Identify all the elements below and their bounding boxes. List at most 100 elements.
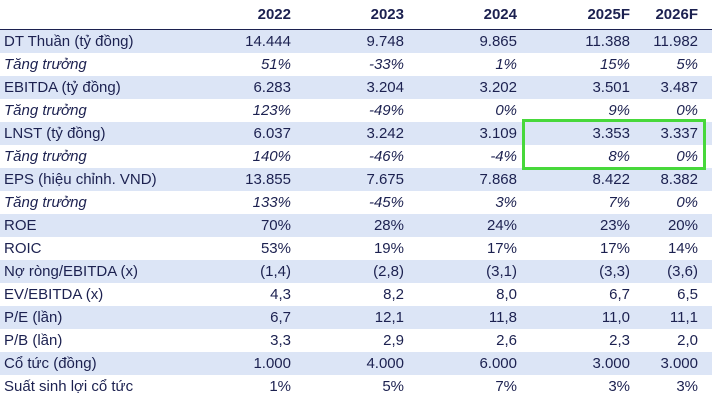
table-row: EPS (hiệu chỉnh. VND) 13.855 7.675 7.868 8.4… xyxy=(0,168,712,191)
cell-value: 19% xyxy=(373,240,404,257)
cell-value: 7.675 xyxy=(366,171,404,188)
row-label: P/E (lần) xyxy=(4,309,63,326)
column-header: 2026F xyxy=(644,0,712,30)
column-header: 2024 xyxy=(418,0,531,30)
cell-value: 2,3 xyxy=(609,332,630,349)
header-corner xyxy=(0,0,210,30)
row-label: Tăng trưởng xyxy=(4,148,87,165)
cell-value: 8% xyxy=(608,148,630,165)
cell-value: 11,1 xyxy=(669,309,698,326)
cell-value: 3.000 xyxy=(660,355,698,372)
cell-value: 6,7 xyxy=(609,286,630,303)
cell-value: 1% xyxy=(269,378,291,395)
cell-value: 7% xyxy=(495,378,517,395)
cell-value: -46% xyxy=(368,148,404,165)
cell-value: 3.000 xyxy=(592,355,630,372)
table-row: Nợ ròng/EBITDA (x) (1,4) (2,8) (3,1) (3,3) (3… xyxy=(0,260,712,283)
row-label: Nợ ròng/EBITDA (x) xyxy=(4,263,139,280)
cell-value: 3.242 xyxy=(366,125,404,142)
table-row: Cổ tức (đồng) 1.000 4.000 6.000 3.000 3.000 xyxy=(0,352,712,375)
cell-value: 1.000 xyxy=(253,355,291,372)
cell-value: 0% xyxy=(676,102,698,119)
cell-value: (1,4) xyxy=(260,263,291,280)
table-row: Tăng trưởng 51% -33% 1% 15% 5% xyxy=(0,53,712,76)
table-row: ROIC 53% 19% 17% 17% 14% xyxy=(0,237,712,260)
cell-value: 11.982 xyxy=(653,33,698,50)
cell-value: 13.855 xyxy=(245,171,291,188)
cell-value: 8.382 xyxy=(660,171,698,188)
cell-value: 17% xyxy=(486,240,517,257)
cell-value: 0% xyxy=(676,148,698,165)
cell-value: 3,3 xyxy=(270,332,291,349)
cell-value: 12,1 xyxy=(374,309,404,326)
cell-value: 2,0 xyxy=(677,332,698,349)
table-row: P/B (lần) 3,3 2,9 2,6 2,3 2,0 xyxy=(0,329,712,352)
cell-value: 8,0 xyxy=(496,286,517,303)
cell-value: 24% xyxy=(486,217,517,234)
row-label: Suất sinh lợi cổ tức xyxy=(4,378,134,395)
cell-value: 3.109 xyxy=(479,125,517,142)
cell-value: 2,6 xyxy=(496,332,517,349)
cell-value: 6,7 xyxy=(270,309,291,326)
cell-value: 28% xyxy=(373,217,404,234)
table-row: LNST (tỷ đồng) 6.037 3.242 3.109 3.353 3.337 xyxy=(0,122,712,145)
table-row: Tăng trưởng 140% -46% -4% 8% 0% xyxy=(0,145,712,168)
cell-value: 17% xyxy=(599,240,630,257)
table-body: DT Thuần (tỷ đồng) 14.444 9.748 9.865 11.388… xyxy=(0,29,712,399)
row-label: P/B (lần) xyxy=(4,332,63,349)
row-label: EBITDA (tỷ đồng) xyxy=(4,79,121,96)
cell-value: 8.422 xyxy=(592,171,630,188)
table-row: Tăng trưởng 123% -49% 0% 9% 0% xyxy=(0,99,712,122)
row-label: Tăng trưởng xyxy=(4,102,87,119)
cell-value: 70% xyxy=(260,217,291,234)
row-label: EV/EBITDA (x) xyxy=(4,286,104,303)
row-label: DT Thuần (tỷ đồng) xyxy=(4,33,134,50)
table-row: EBITDA (tỷ đồng) 6.283 3.204 3.202 3.501 3.48… xyxy=(0,76,712,99)
cell-value: 14% xyxy=(667,240,698,257)
cell-value: 11.388 xyxy=(585,33,630,50)
cell-value: 11,0 xyxy=(601,309,630,326)
cell-value: -33% xyxy=(368,56,404,73)
table-row: DT Thuần (tỷ đồng) 14.444 9.748 9.865 11.388… xyxy=(0,29,712,53)
cell-value: 3.204 xyxy=(366,79,404,96)
cell-value: 3.353 xyxy=(592,125,630,142)
cell-value: 23% xyxy=(599,217,630,234)
cell-value: 123% xyxy=(252,102,291,119)
cell-value: 8,2 xyxy=(383,286,404,303)
cell-value: 3.487 xyxy=(660,79,698,96)
column-header: 2022 xyxy=(210,0,305,30)
cell-value: -4% xyxy=(490,148,517,165)
cell-value: 3% xyxy=(608,378,630,395)
cell-value: -49% xyxy=(368,102,404,119)
row-label: Cổ tức (đồng) xyxy=(4,355,97,372)
table-row: Tăng trưởng 133% -45% 3% 7% 0% xyxy=(0,191,712,214)
row-label: ROIC xyxy=(4,240,42,257)
cell-value: (3,1) xyxy=(486,263,517,280)
cell-value: 51% xyxy=(260,56,291,73)
row-label: LNST (tỷ đồng) xyxy=(4,125,106,142)
cell-value: (3,3) xyxy=(599,263,630,280)
cell-value: 14.444 xyxy=(245,33,291,50)
cell-value: 140% xyxy=(252,148,291,165)
table-row: P/E (lần) 6,7 12,1 11,8 11,0 11,1 xyxy=(0,306,712,329)
cell-value: 3.337 xyxy=(660,125,698,142)
cell-value: 11,8 xyxy=(488,309,517,326)
cell-value: 2,9 xyxy=(383,332,404,349)
cell-value: 6.000 xyxy=(479,355,517,372)
cell-value: 3% xyxy=(676,378,698,395)
table-row: ROE 70% 28% 24% 23% 20% xyxy=(0,214,712,237)
cell-value: 0% xyxy=(676,194,698,211)
cell-value: (3,6) xyxy=(667,263,698,280)
column-header: 2025F xyxy=(531,0,644,30)
cell-value: 53% xyxy=(260,240,291,257)
cell-value: 20% xyxy=(667,217,698,234)
cell-value: 9.865 xyxy=(479,33,517,50)
table-row: Suất sinh lợi cổ tức 1% 5% 7% 3% 3% xyxy=(0,375,712,398)
cell-value: 6.283 xyxy=(253,79,291,96)
cell-value: 6,5 xyxy=(677,286,698,303)
cell-value: 133% xyxy=(252,194,291,211)
row-label: Tăng trưởng xyxy=(4,194,87,211)
header-row: 2022 2023 2024 2025F 2026F xyxy=(0,0,712,30)
